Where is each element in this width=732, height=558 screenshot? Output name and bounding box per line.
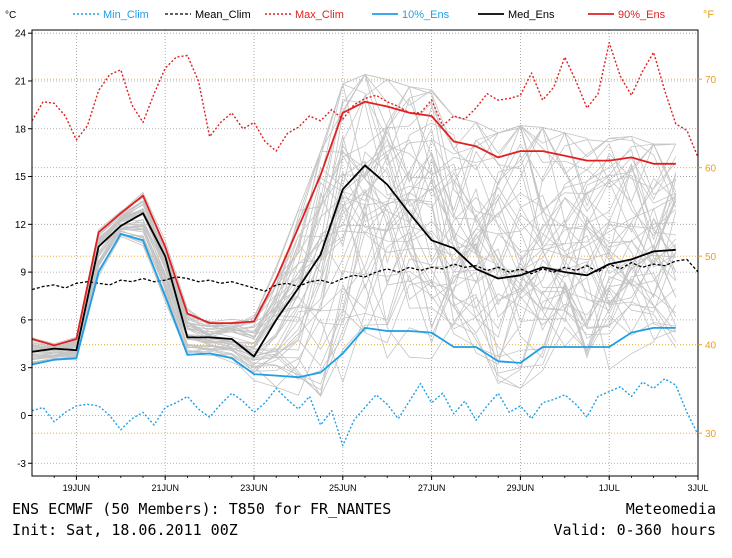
ensemble-member-line	[31, 229, 677, 361]
ensemble-member-line	[31, 95, 676, 347]
series-line-median	[31, 164, 676, 358]
y-tick-label: 9	[20, 268, 26, 279]
x-tick-label: 1JUL	[599, 483, 620, 493]
legend-label-min-clim: Min_Clim	[103, 9, 149, 21]
series-line-mean-clim	[31, 258, 699, 292]
ensemble-member-line	[31, 225, 677, 398]
x-tick-label: 27JUN	[418, 483, 446, 493]
legend-label-max-clim: Max_Clim	[295, 9, 344, 21]
ensemble-member-line	[31, 199, 677, 396]
ensemble-member-line	[31, 151, 677, 354]
legend-label-mean-clim: Mean_Clim	[195, 9, 251, 21]
ensemble-member-line	[31, 198, 677, 396]
ensemble-member-line	[31, 156, 677, 365]
x-tick-label: 23JUN	[240, 483, 268, 493]
x-tick-label: 25JUN	[329, 483, 357, 493]
f-tick-label: 60	[705, 164, 717, 175]
ensemble-member-line	[31, 231, 677, 384]
chart-title: ENS ECMWF (50 Members): T850 for FR_NANT…	[12, 500, 392, 518]
right-unit-label: °F	[703, 9, 714, 21]
y-tick-label: -3	[17, 459, 26, 470]
init-label: Init: Sat, 18.06.2011 00Z	[12, 521, 238, 539]
ensemble-member-line	[31, 190, 677, 356]
ensemble-member-line	[31, 230, 676, 389]
ensemble-member-line	[31, 207, 676, 356]
legend-label-median: Med_Ens	[508, 9, 555, 21]
y-tick-label: 6	[20, 315, 26, 326]
y-tick-label: 0	[20, 411, 26, 422]
series-line-p10	[31, 232, 676, 379]
brand-label: Meteomedia	[625, 500, 716, 518]
series-layer	[31, 42, 699, 447]
ensemble-member-line	[31, 170, 677, 362]
legend-label-p90: 90%_Ens	[618, 9, 666, 21]
f-tick-label: 70	[705, 75, 717, 86]
ensemble-member-line	[31, 157, 677, 357]
series-line-min-clim	[31, 378, 699, 447]
y-tick-label: 15	[15, 172, 27, 183]
y-tick-label: 24	[15, 29, 27, 40]
x-tick-label: 21JUN	[151, 483, 179, 493]
ensemble-member-line	[31, 125, 677, 368]
y-tick-label: 12	[15, 220, 27, 231]
y-tick-label: 21	[15, 76, 27, 87]
f-tick-label: 50	[705, 252, 717, 263]
ensemble-member-line	[31, 125, 677, 349]
series-line-p90	[31, 100, 676, 347]
ensemble-member-line	[31, 79, 677, 350]
ensemble-member-line	[31, 122, 677, 350]
legend-label-p10: 10%_Ens	[402, 9, 450, 21]
left-unit-label: °C	[5, 10, 16, 21]
y-tick-label: 18	[15, 124, 27, 135]
f-tick-label: 30	[705, 429, 717, 440]
f-tick-label: 40	[705, 341, 717, 352]
x-tick-label: 19JUN	[63, 483, 91, 493]
ensemble-member-line	[31, 195, 677, 357]
valid-label: Valid: 0-360 hours	[553, 521, 716, 539]
ensemble-member-line	[31, 131, 677, 350]
x-tick-label: 3JUL	[687, 483, 708, 493]
x-tick-label: 29JUN	[507, 483, 535, 493]
series-line-max-clim	[31, 42, 699, 158]
axis-labels: -3 0 3 6 9 12 15 18 21 24 19JUN 21JUN 23JUN 25JUN 27JU…	[15, 29, 717, 493]
ensemble-member-line	[31, 74, 676, 348]
legend: Min_Clim Mean_Clim Max_Clim 10%_Ens Med_Ens 9…	[73, 9, 666, 21]
y-tick-label: 3	[20, 363, 26, 374]
